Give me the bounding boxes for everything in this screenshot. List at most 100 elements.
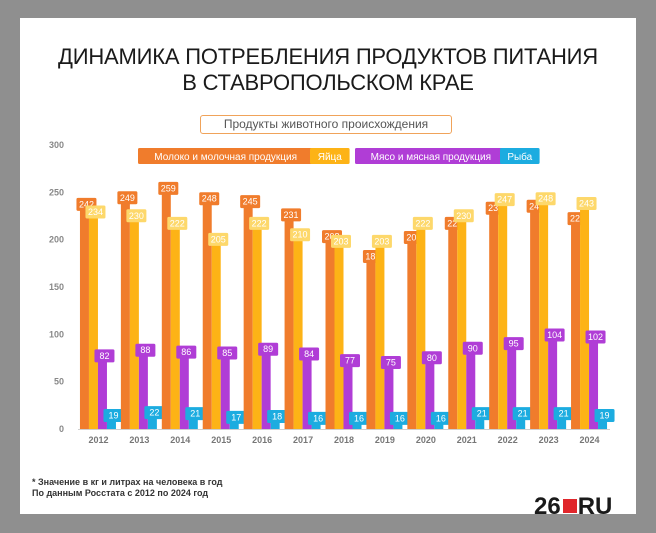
data-label: 102 xyxy=(588,332,603,342)
data-label-bg xyxy=(453,209,474,223)
data-label: 230 xyxy=(129,211,144,221)
x-tick-label: 2023 xyxy=(539,435,559,445)
legend-label: Яйца xyxy=(318,152,343,163)
data-label: 16 xyxy=(354,413,364,423)
x-tick-label: 2024 xyxy=(580,435,600,445)
bar xyxy=(416,218,426,429)
bar xyxy=(375,236,385,429)
bar xyxy=(580,198,590,429)
data-label: 104 xyxy=(547,330,562,340)
x-tick-label: 2016 xyxy=(252,435,272,445)
bar xyxy=(548,330,558,429)
data-label-bg xyxy=(103,409,124,423)
data-label: 16 xyxy=(313,413,323,423)
data-label-bg xyxy=(371,234,392,248)
data-label: 88 xyxy=(140,345,150,355)
data-label: 90 xyxy=(468,343,478,353)
data-label-bg xyxy=(240,195,261,209)
y-tick-label: 100 xyxy=(49,329,64,339)
data-label: 95 xyxy=(509,339,519,349)
data-label: 243 xyxy=(579,198,594,208)
bar xyxy=(407,233,417,429)
bar xyxy=(261,344,271,429)
data-label: 22 xyxy=(149,408,159,418)
data-label: 21 xyxy=(518,409,528,419)
data-label: 248 xyxy=(202,194,217,204)
data-label: 210 xyxy=(293,230,308,240)
data-label: 21 xyxy=(477,409,487,419)
x-tick-label: 2013 xyxy=(129,435,149,445)
logo-red-square-icon xyxy=(562,499,577,513)
data-label: 222 xyxy=(447,218,462,228)
data-label: 203 xyxy=(374,236,389,246)
data-label-bg xyxy=(331,234,351,248)
data-label: 16 xyxy=(436,413,446,423)
footnote: * Значение в кг и литрах на человека в г… xyxy=(32,477,223,499)
data-label: 259 xyxy=(161,183,176,193)
data-label-bg xyxy=(430,411,451,425)
data-label-bg xyxy=(585,330,606,344)
data-label-bg xyxy=(117,191,138,205)
bar xyxy=(507,339,517,429)
data-label: 205 xyxy=(211,234,226,244)
data-label: 21 xyxy=(190,409,200,419)
x-tick-label: 2017 xyxy=(293,435,313,445)
data-label-bg xyxy=(494,193,515,207)
bar xyxy=(366,251,376,429)
data-label-bg xyxy=(308,411,329,425)
x-tick-label: 2018 xyxy=(334,435,354,445)
bar xyxy=(79,199,89,429)
x-tick-label: 2012 xyxy=(88,435,108,445)
data-label: 247 xyxy=(497,195,512,205)
data-label-bg xyxy=(94,349,115,363)
chart-subtitle: Продукты животного происхождения xyxy=(200,115,452,134)
data-label: 19 xyxy=(108,411,118,421)
data-label: 249 xyxy=(120,193,135,203)
data-label-bg xyxy=(158,181,179,195)
legend-label: Рыба xyxy=(507,151,532,163)
logo-number: 26 xyxy=(534,493,561,520)
data-label-bg xyxy=(340,354,360,368)
x-tick-label: 2020 xyxy=(416,435,436,445)
data-label-bg xyxy=(462,341,483,355)
legend-item xyxy=(138,148,314,164)
data-label-bg xyxy=(299,347,320,361)
bar xyxy=(466,343,476,429)
chart-title: ДИНАМИКА ПОТРЕБЛЕНИЯ ПРОДУКТОВ ПИТАНИЯ В… xyxy=(58,44,598,95)
bar xyxy=(571,214,581,429)
legend-item xyxy=(500,148,540,164)
data-label-bg xyxy=(389,411,410,425)
data-label-bg xyxy=(412,216,433,230)
data-label: 234 xyxy=(88,207,103,217)
bar xyxy=(243,197,253,429)
data-label: 207 xyxy=(406,233,421,243)
y-tick-label: 250 xyxy=(49,187,64,197)
data-label: 222 xyxy=(252,218,267,228)
data-label-bg xyxy=(349,411,369,425)
data-label: 17 xyxy=(231,412,241,422)
data-label-bg xyxy=(290,228,311,242)
bar xyxy=(284,210,294,429)
data-label: 227 xyxy=(570,214,585,224)
data-label: 222 xyxy=(170,218,185,228)
data-label: 84 xyxy=(304,349,314,359)
bar xyxy=(530,201,540,429)
bar xyxy=(88,207,98,429)
footnote-source: По данным Росстата с 2012 по 2024 год xyxy=(32,488,209,498)
data-label-bg xyxy=(594,409,615,423)
data-label-bg xyxy=(208,232,229,246)
data-label-bg xyxy=(471,407,492,421)
data-label-bg xyxy=(135,343,156,357)
data-label-bg xyxy=(503,337,524,351)
legend-label: Мясо и мясная продукция xyxy=(371,152,491,163)
y-tick-label: 50 xyxy=(54,377,64,387)
bar xyxy=(293,230,303,429)
y-tick-label: 300 xyxy=(49,140,64,150)
bar xyxy=(425,353,435,429)
legend-item xyxy=(310,148,350,164)
data-label: 82 xyxy=(99,351,109,361)
data-label-bg xyxy=(144,406,165,420)
legend-label: Молоко и молочная продукция xyxy=(154,152,297,163)
data-label: 238 xyxy=(488,203,503,213)
